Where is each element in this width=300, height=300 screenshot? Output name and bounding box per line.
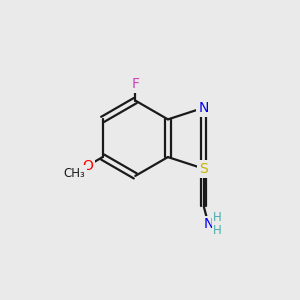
Text: S: S bbox=[200, 162, 208, 176]
Text: O: O bbox=[82, 159, 93, 172]
Text: F: F bbox=[131, 77, 139, 91]
Text: CH₃: CH₃ bbox=[64, 167, 86, 180]
Text: N: N bbox=[199, 101, 209, 115]
Text: H: H bbox=[213, 212, 222, 224]
Text: H: H bbox=[213, 224, 222, 237]
Text: N: N bbox=[203, 217, 214, 231]
